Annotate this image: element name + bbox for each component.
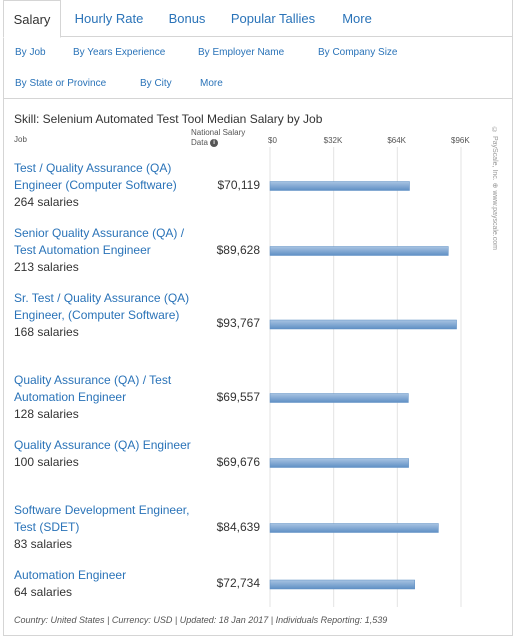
tab-popular-tallies[interactable]: Popular Tallies: [230, 11, 316, 26]
job-row: Senior Quality Assurance (QA) / Test Aut…: [14, 225, 194, 276]
job-column-header: Job: [14, 135, 27, 144]
median-salary-label: $69,557: [216, 389, 260, 404]
job-title-link[interactable]: Test / Quality Assurance (QA) Engineer (…: [14, 161, 177, 192]
salary-bar[interactable]: [269, 458, 409, 468]
job-row: Sr. Test / Quality Assurance (QA) Engine…: [14, 290, 194, 341]
job-title-link[interactable]: Automation Engineer: [14, 568, 127, 582]
subnav-by-company-size[interactable]: By Company Size: [318, 47, 398, 58]
job-title-link[interactable]: Quality Assurance (QA) Engineer: [14, 438, 191, 452]
x-tick-label: $96K: [451, 136, 470, 145]
median-salary-label: $89,628: [216, 242, 260, 257]
subnav-by-job[interactable]: By Job: [15, 47, 46, 58]
x-tick-label: $32K: [324, 136, 343, 145]
tab-bonus[interactable]: Bonus: [168, 11, 206, 26]
job-title-link[interactable]: Software Development Engineer, Test (SDE…: [14, 503, 190, 534]
tab-bar: Salary Hourly Rate Bonus Popular Tallies…: [3, 0, 513, 38]
subnav-more[interactable]: More: [200, 78, 223, 89]
median-salary-label: $93,767: [216, 316, 260, 330]
salary-count: 168 salaries: [14, 325, 79, 339]
salary-column-header-label: National Salary Data: [191, 128, 246, 147]
median-salary-label: $84,639: [216, 519, 260, 534]
watermark: © PayScale, Inc. ⊕ www.payscale.com: [491, 127, 498, 250]
salary-count: 128 salaries: [14, 407, 79, 421]
info-icon[interactable]: i: [210, 138, 219, 147]
subnav-by-employer-name[interactable]: By Employer Name: [198, 47, 285, 58]
chart-panel: [3, 0, 513, 636]
x-tick-label: $64K: [387, 136, 406, 145]
job-row: Quality Assurance (QA) Engineer 100 salar…: [14, 437, 194, 471]
salary-bar[interactable]: [269, 523, 439, 533]
salary-bar[interactable]: [269, 181, 410, 191]
sub-navigation: By Job By Years Experience By Employer N…: [3, 37, 513, 99]
median-salary-label: $69,676: [216, 454, 260, 469]
tab-hourly-rate[interactable]: Hourly Rate: [74, 11, 144, 26]
tab-salary[interactable]: Salary: [3, 0, 61, 38]
job-row: Test / Quality Assurance (QA) Engineer (…: [14, 160, 194, 211]
tab-more[interactable]: More: [342, 11, 372, 26]
x-tick-label: $0: [268, 136, 277, 145]
median-salary-label: $70,119: [217, 177, 261, 192]
subnav-by-city[interactable]: By City: [140, 78, 172, 89]
subnav-by-state-or-province[interactable]: By State or Province: [15, 78, 107, 89]
job-title-link[interactable]: Quality Assurance (QA) / Test Automation…: [14, 373, 172, 404]
median-salary-label: $72,734: [216, 576, 260, 590]
salary-count: 83 salaries: [14, 537, 73, 551]
salary-bar[interactable]: [269, 393, 409, 403]
chart-footer: Country: United States | Currency: USD |…: [14, 615, 388, 625]
job-row: Quality Assurance (QA) / Test Automation…: [14, 372, 194, 423]
salary-bar[interactable]: [269, 246, 449, 256]
job-row: Automation Engineer 64 salaries: [14, 567, 194, 601]
salary-count: 213 salaries: [14, 260, 79, 274]
job-row: Software Development Engineer, Test (SDE…: [14, 502, 194, 553]
salary-bar[interactable]: [269, 579, 415, 590]
chart-title: Skill: Selenium Automated Test Tool Medi…: [14, 112, 323, 126]
salary-column-header: National Salary Data i: [191, 128, 261, 148]
job-title-link[interactable]: Senior Quality Assurance (QA) / Test Aut…: [14, 226, 185, 257]
job-title-link[interactable]: Sr. Test / Quality Assurance (QA) Engine…: [14, 291, 190, 322]
salary-count: 264 salaries: [14, 195, 79, 209]
subnav-by-years-experience[interactable]: By Years Experience: [73, 47, 166, 58]
salary-count: 64 salaries: [14, 585, 73, 599]
salary-bar[interactable]: [269, 319, 457, 330]
salary-count: 100 salaries: [14, 455, 79, 469]
